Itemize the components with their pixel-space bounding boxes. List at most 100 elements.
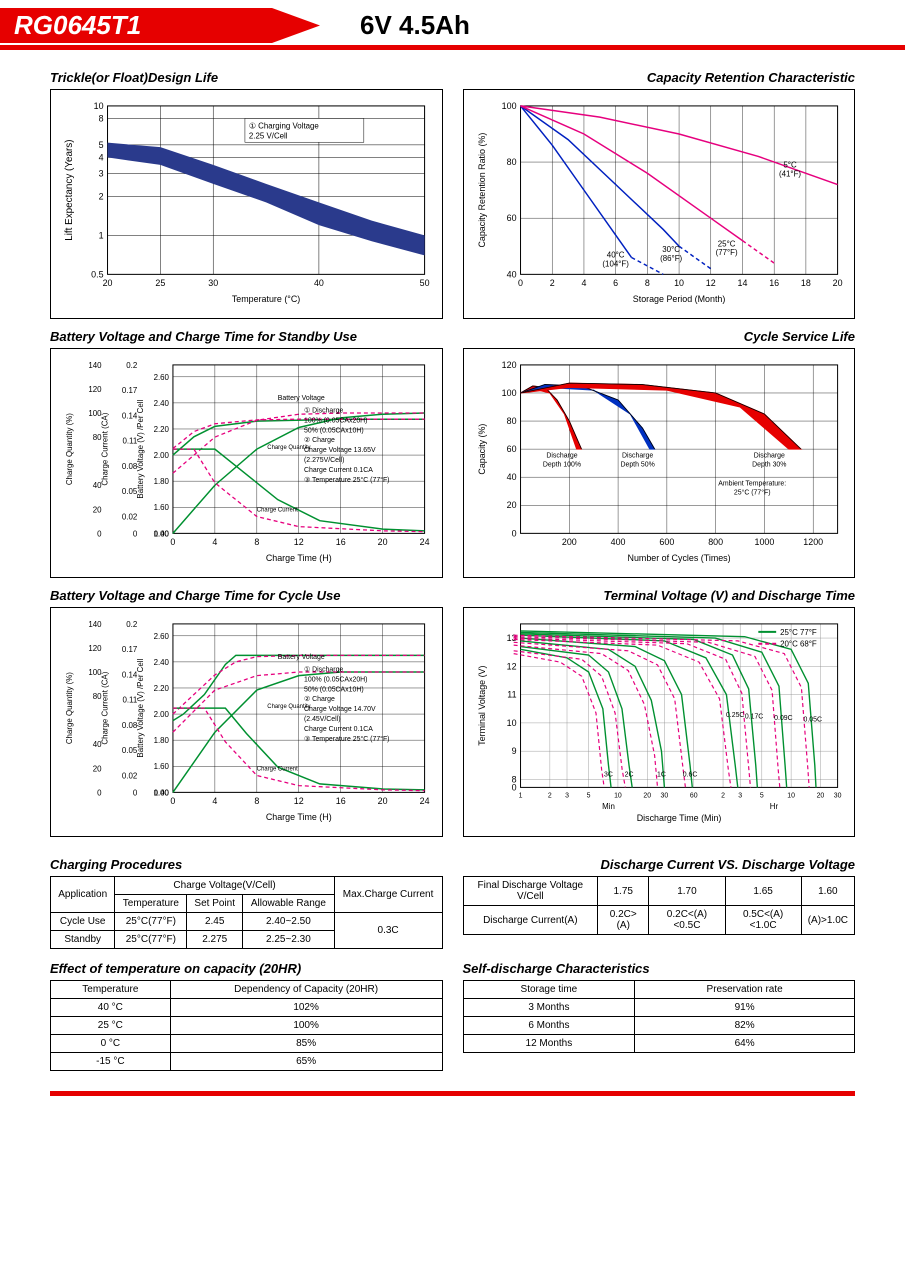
svg-text:120: 120 <box>501 360 516 370</box>
svg-text:0.02: 0.02 <box>122 771 137 780</box>
svg-text:Depth 100%: Depth 100% <box>542 461 580 468</box>
svg-text:4: 4 <box>581 278 586 288</box>
svg-text:60: 60 <box>506 444 516 454</box>
svg-text:20: 20 <box>506 500 516 510</box>
svg-text:100: 100 <box>501 388 516 398</box>
svg-text:2.00: 2.00 <box>154 710 170 719</box>
svg-text:Battery Voltage: Battery Voltage <box>278 395 325 402</box>
table-charging: Charging Procedures ApplicationCharge Vo… <box>50 857 443 949</box>
svg-text:Charge Time (H): Charge Time (H) <box>266 553 332 563</box>
svg-text:40: 40 <box>314 278 324 288</box>
svg-text:10: 10 <box>94 101 104 111</box>
svg-text:0: 0 <box>97 788 102 797</box>
svg-text:3: 3 <box>738 792 742 799</box>
svg-text:Charge Quantity (%): Charge Quantity (%) <box>65 672 74 744</box>
svg-text:18: 18 <box>800 278 810 288</box>
svg-text:0.05C: 0.05C <box>803 716 821 723</box>
svg-text:5: 5 <box>586 792 590 799</box>
chart-retention: Capacity Retention Characteristic 024681… <box>463 70 856 319</box>
svg-text:1.80: 1.80 <box>154 736 170 745</box>
svg-text:16: 16 <box>769 278 779 288</box>
svg-text:Capacity (%): Capacity (%) <box>476 424 486 475</box>
svg-text:Discharge: Discharge <box>546 453 577 460</box>
svg-text:100% (0.05CAx20H): 100% (0.05CAx20H) <box>304 676 367 683</box>
svg-text:Charge Current (CA): Charge Current (CA) <box>101 671 110 744</box>
svg-text:0.17: 0.17 <box>122 645 137 654</box>
table-title: Effect of temperature on capacity (20HR) <box>50 961 443 976</box>
svg-text:1: 1 <box>518 792 522 799</box>
svg-text:① Discharge: ① Discharge <box>304 406 343 414</box>
svg-text:40: 40 <box>506 472 516 482</box>
chart-title: Terminal Voltage (V) and Discharge Time <box>463 588 856 603</box>
svg-text:0: 0 <box>170 796 175 806</box>
svg-text:1.40: 1.40 <box>154 529 170 538</box>
svg-text:80: 80 <box>506 416 516 426</box>
svg-text:Battery Voltage (V) /Per Cell: Battery Voltage (V) /Per Cell <box>136 399 145 498</box>
svg-text:40: 40 <box>506 269 516 279</box>
svg-text:800: 800 <box>708 537 723 547</box>
svg-text:2.00: 2.00 <box>154 451 170 460</box>
svg-text:Charge Current 0.1CA: Charge Current 0.1CA <box>304 726 373 733</box>
svg-text:12: 12 <box>705 278 715 288</box>
svg-text:5: 5 <box>99 140 104 150</box>
svg-text:Ambient Temperature:: Ambient Temperature: <box>718 481 786 488</box>
tables-row1: Charging Procedures ApplicationCharge Vo… <box>0 857 905 949</box>
chart-cycleuse: Battery Voltage and Charge Time for Cycl… <box>50 588 443 837</box>
svg-text:Number of Cycles (Times): Number of Cycles (Times) <box>627 553 730 563</box>
chart-cyclelife: Cycle Service Life 200400600800100012000… <box>463 329 856 578</box>
svg-text:Depth 50%: Depth 50% <box>620 461 654 468</box>
svg-text:Depth 30%: Depth 30% <box>752 461 786 468</box>
svg-text:25°C 77°F: 25°C 77°F <box>780 628 817 637</box>
svg-text:Charge Current: Charge Current <box>257 767 298 773</box>
chart-title: Capacity Retention Characteristic <box>463 70 856 85</box>
svg-text:1000: 1000 <box>754 537 774 547</box>
chart-title: Battery Voltage and Charge Time for Cycl… <box>50 588 443 603</box>
svg-text:8: 8 <box>99 113 104 123</box>
svg-text:10: 10 <box>506 718 516 728</box>
svg-text:1: 1 <box>99 230 104 240</box>
svg-text:Hr: Hr <box>769 802 778 811</box>
svg-text:0.2: 0.2 <box>126 620 137 629</box>
svg-text:20°C 68°F: 20°C 68°F <box>780 640 817 649</box>
svg-text:2.40: 2.40 <box>154 658 170 667</box>
svg-text:25°C: 25°C <box>717 239 735 248</box>
svg-text:20: 20 <box>378 796 388 806</box>
svg-text:Charge Time (H): Charge Time (H) <box>266 812 332 822</box>
svg-text:100: 100 <box>501 101 516 111</box>
svg-text:Temperature (°C): Temperature (°C) <box>232 294 300 304</box>
svg-text:20: 20 <box>832 278 842 288</box>
svg-text:30: 30 <box>208 278 218 288</box>
svg-text:1.80: 1.80 <box>154 477 170 486</box>
svg-text:8: 8 <box>254 537 259 547</box>
svg-text:Charge Current (CA): Charge Current (CA) <box>101 412 110 485</box>
svg-text:Charge Voltage 13.65V: Charge Voltage 13.65V <box>304 447 376 454</box>
svg-text:Storage Period (Month): Storage Period (Month) <box>632 294 725 304</box>
svg-text:2.60: 2.60 <box>154 373 170 382</box>
svg-text:100% (0.05CAx20H): 100% (0.05CAx20H) <box>304 417 367 424</box>
table-title: Self-discharge Characteristics <box>463 961 856 976</box>
svg-text:③ Temperature 25°C (77°F): ③ Temperature 25°C (77°F) <box>304 476 389 484</box>
svg-text:(2.45V/Cell): (2.45V/Cell) <box>304 716 341 723</box>
svg-text:24: 24 <box>420 796 430 806</box>
svg-text:20: 20 <box>103 278 113 288</box>
svg-text:1.40: 1.40 <box>154 788 170 797</box>
svg-text:Discharge: Discharge <box>753 453 784 460</box>
svg-text:30°C: 30°C <box>662 245 680 254</box>
model-banner: RG0645T1 <box>0 8 320 43</box>
svg-text:0: 0 <box>170 537 175 547</box>
svg-text:3C: 3C <box>604 772 613 779</box>
chart-terminal: Terminal Voltage (V) and Discharge Time … <box>463 588 856 837</box>
svg-text:10: 10 <box>614 792 622 799</box>
svg-text:50: 50 <box>420 278 430 288</box>
svg-text:① Discharge: ① Discharge <box>304 665 343 673</box>
svg-text:0.09C: 0.09C <box>774 715 792 722</box>
svg-text:8: 8 <box>644 278 649 288</box>
svg-text:24: 24 <box>420 537 430 547</box>
svg-text:2.40: 2.40 <box>154 399 170 408</box>
spec-text: 6V 4.5Ah <box>360 10 470 41</box>
svg-text:0.6C: 0.6C <box>682 772 697 779</box>
svg-text:(2.275V/Cell): (2.275V/Cell) <box>304 457 344 464</box>
chart-title: Battery Voltage and Charge Time for Stan… <box>50 329 443 344</box>
svg-text:50% (0.05CAx10H): 50% (0.05CAx10H) <box>304 686 364 693</box>
svg-text:③ Temperature 25°C (77°F): ③ Temperature 25°C (77°F) <box>304 735 389 743</box>
